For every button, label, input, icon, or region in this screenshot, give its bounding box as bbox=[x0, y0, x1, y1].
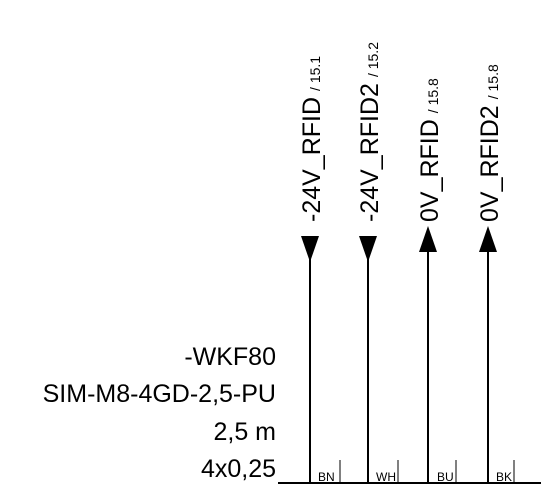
signal-ref: / 15.1 bbox=[307, 56, 323, 91]
signal-ref: / 15.8 bbox=[425, 78, 441, 113]
svg-text:0V_RFID/ 15.8: 0V_RFID / 15.8 bbox=[416, 78, 444, 222]
wire-0v-rfid: 0V_RFID / 15.8 BU bbox=[416, 78, 454, 484]
signal-name: 0V_RFID2 bbox=[476, 105, 504, 222]
wire-0v-rfid2: 0V_RFID2 / 15.8 BK bbox=[476, 64, 512, 484]
svg-text:-24V_RFID2/ 15.2: -24V_RFID2 / 15.2 bbox=[356, 42, 384, 222]
wire-24v-rfid2: -24V_RFID2 / 15.2 WH bbox=[356, 42, 396, 484]
cable-type: SIM-M8-4GD-2,5-PU bbox=[42, 380, 276, 408]
arrow-down-icon bbox=[359, 236, 377, 262]
wire-color-code: WH bbox=[376, 470, 396, 484]
signal-prefix: - bbox=[298, 214, 326, 222]
cable-tag: -WKF80 bbox=[184, 343, 276, 371]
cable-cross-section: 4x0,25 bbox=[200, 455, 276, 483]
signal-name: 24V_RFID bbox=[298, 97, 326, 214]
wire-24v-rfid: -24V_RFID / 15.1 BN bbox=[298, 56, 335, 484]
signal-ref: / 15.8 bbox=[485, 64, 501, 99]
cable-length: 2,5 m bbox=[213, 418, 276, 446]
wire-color-code: BK bbox=[496, 470, 512, 484]
svg-text:0V_RFID2/ 15.8: 0V_RFID2 / 15.8 bbox=[476, 64, 504, 222]
arrow-up-icon bbox=[479, 226, 497, 252]
wire-color-code: BN bbox=[318, 470, 335, 484]
arrow-down-icon bbox=[301, 236, 319, 262]
signal-prefix: - bbox=[356, 214, 384, 222]
signal-ref: / 15.2 bbox=[365, 42, 381, 77]
wire-color-code: BU bbox=[437, 470, 454, 484]
svg-text:-24V_RFID/ 15.1: -24V_RFID / 15.1 bbox=[298, 56, 326, 222]
arrow-up-icon bbox=[419, 226, 437, 252]
signal-name: 0V_RFID bbox=[416, 119, 444, 222]
signal-name: 24V_RFID2 bbox=[356, 83, 384, 214]
